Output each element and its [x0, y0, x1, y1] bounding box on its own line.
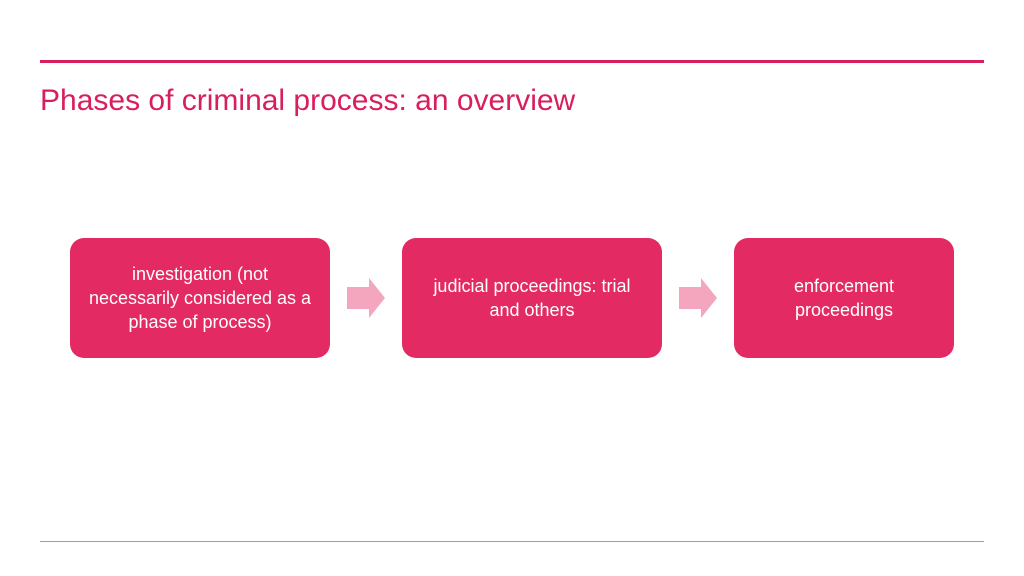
flow-arrow: [330, 238, 402, 358]
top-divider: [40, 60, 984, 63]
bottom-divider: [40, 541, 984, 542]
flow-node: enforcement proceedings: [734, 238, 954, 358]
flow-arrow: [662, 238, 734, 358]
flow-node-label: judicial proceedings: trial and others: [420, 274, 644, 323]
flow-node-label: enforcement proceedings: [752, 274, 936, 323]
slide-title: Phases of criminal process: an overview: [40, 84, 575, 118]
slide: Phases of criminal process: an overview …: [0, 0, 1024, 576]
arrow-right-icon: [347, 278, 385, 318]
flow-node: investigation (not necessarily considere…: [70, 238, 330, 358]
arrow-right-icon: [679, 278, 717, 318]
flow-node: judicial proceedings: trial and others: [402, 238, 662, 358]
process-flow: investigation (not necessarily considere…: [40, 238, 984, 358]
flow-node-label: investigation (not necessarily considere…: [88, 262, 312, 335]
